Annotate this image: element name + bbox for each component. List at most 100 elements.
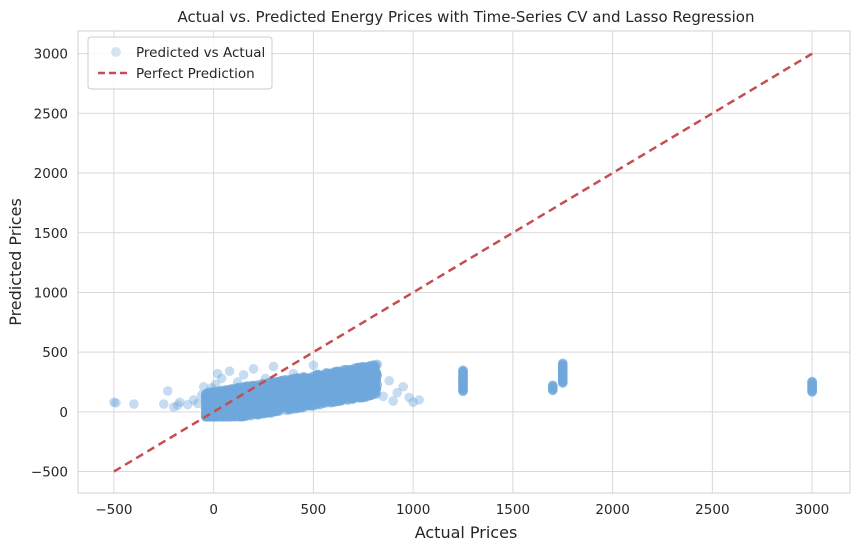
tick-labels: −500 0 500 1000 1500 2000 2500 3000 −500 0 500 1000… bbox=[31, 47, 829, 518]
scatter-point bbox=[129, 399, 139, 409]
scatter-point bbox=[292, 392, 303, 403]
x-tick-label: 2500 bbox=[695, 502, 729, 518]
scatter-point bbox=[261, 392, 271, 403]
scatter-point bbox=[305, 395, 316, 406]
scatter-point bbox=[368, 385, 379, 396]
scatter-point bbox=[238, 370, 249, 380]
point-cloud bbox=[200, 359, 383, 422]
scatter-point bbox=[224, 366, 235, 377]
legend-label-predicted: Predicted vs Actual bbox=[136, 45, 265, 61]
scatter-point bbox=[245, 392, 256, 403]
scatter-point bbox=[332, 390, 343, 400]
scatter-point bbox=[204, 392, 215, 403]
scatter-point bbox=[198, 381, 209, 392]
y-tick-label: 500 bbox=[42, 345, 68, 361]
scatter-point bbox=[458, 365, 468, 375]
x-axis-label: Actual Prices bbox=[415, 523, 518, 542]
scatter-point bbox=[229, 389, 240, 399]
x-tick-label: 2000 bbox=[595, 502, 629, 518]
scatter-point bbox=[360, 375, 370, 386]
scatter-point bbox=[168, 402, 179, 412]
legend-box bbox=[87, 36, 273, 90]
scatter-point bbox=[223, 409, 233, 419]
scatter-point bbox=[319, 377, 330, 387]
scatter-point bbox=[364, 377, 375, 387]
scatter-point bbox=[263, 403, 273, 413]
scatter-point bbox=[300, 373, 311, 384]
scatter-point bbox=[414, 395, 424, 405]
scatter-point bbox=[231, 410, 241, 420]
scatter-point bbox=[248, 364, 259, 374]
scatter-point bbox=[252, 406, 263, 417]
scatter-point bbox=[212, 368, 223, 379]
y-tick-label: 1500 bbox=[34, 226, 68, 242]
scatter-point bbox=[398, 381, 408, 392]
scatter-point bbox=[268, 361, 279, 372]
scatter-point bbox=[312, 384, 323, 394]
scatter-point bbox=[320, 377, 331, 387]
scatter-point bbox=[348, 383, 359, 393]
scatter-point bbox=[333, 368, 344, 378]
scatter-point bbox=[335, 395, 346, 406]
scatter-point bbox=[239, 383, 249, 393]
y-tick-label: 0 bbox=[59, 405, 68, 421]
legend-marker-scatter bbox=[111, 47, 121, 57]
scatter-point bbox=[302, 382, 313, 393]
legend-label-perfect: Perfect Prediction bbox=[136, 66, 255, 82]
y-axis-label: Predicted Prices bbox=[6, 198, 25, 326]
y-tick-label: 3000 bbox=[34, 47, 68, 63]
scatter-point bbox=[308, 360, 319, 371]
x-tick-label: −500 bbox=[95, 502, 132, 518]
x-tick-label: 0 bbox=[209, 502, 218, 518]
scatter-point bbox=[111, 398, 121, 408]
scatter-point bbox=[388, 396, 398, 406]
scatter-point bbox=[347, 377, 358, 388]
scatter-point bbox=[172, 400, 183, 411]
scatter-point bbox=[369, 376, 380, 387]
scatter-point bbox=[208, 411, 219, 422]
scatter-point bbox=[408, 397, 418, 408]
scatter-point bbox=[275, 378, 286, 388]
data-marks bbox=[109, 52, 817, 473]
scatter-point bbox=[557, 358, 568, 368]
scatter-point bbox=[807, 376, 817, 387]
scatter-point bbox=[280, 378, 291, 388]
y-tick-label: 2000 bbox=[34, 166, 68, 182]
scatter-point bbox=[288, 368, 299, 379]
scatter-point bbox=[182, 399, 193, 410]
scatter-point bbox=[547, 380, 558, 391]
scatter-point bbox=[216, 373, 227, 384]
scatter-point bbox=[220, 389, 231, 399]
y-tick-label: 1000 bbox=[34, 285, 68, 301]
scatter-point bbox=[192, 398, 203, 409]
scatter-point bbox=[252, 388, 263, 399]
scatter-point bbox=[372, 379, 383, 390]
scatter-point bbox=[272, 389, 283, 399]
scatter-point bbox=[158, 399, 169, 409]
scatter-point bbox=[378, 391, 389, 402]
scatter-point bbox=[360, 384, 370, 394]
scatter-point bbox=[328, 367, 339, 378]
x-tick-label: 1500 bbox=[496, 502, 530, 518]
scatter-point bbox=[202, 399, 213, 410]
scatter-point bbox=[109, 397, 119, 408]
scatter-point bbox=[392, 387, 402, 398]
scatter-point bbox=[356, 370, 367, 380]
legend: Predicted vs Actual Perfect Prediction bbox=[87, 36, 273, 90]
scatter-point bbox=[254, 391, 265, 402]
scatter-point bbox=[196, 390, 207, 400]
scatter-point bbox=[275, 392, 285, 403]
scatter-point bbox=[404, 392, 414, 403]
perfect-prediction-line bbox=[113, 52, 813, 473]
scatter-point bbox=[174, 397, 185, 408]
scatter-point bbox=[287, 384, 298, 395]
scatter-point bbox=[340, 372, 351, 383]
scatter-point bbox=[232, 377, 243, 387]
scatter-point bbox=[162, 386, 173, 396]
y-tick-label: 2500 bbox=[34, 106, 68, 122]
scatter-point bbox=[288, 395, 299, 406]
x-tick-label: 1000 bbox=[396, 502, 430, 518]
scatter-point bbox=[208, 400, 219, 410]
y-tick-label: −500 bbox=[31, 465, 68, 481]
